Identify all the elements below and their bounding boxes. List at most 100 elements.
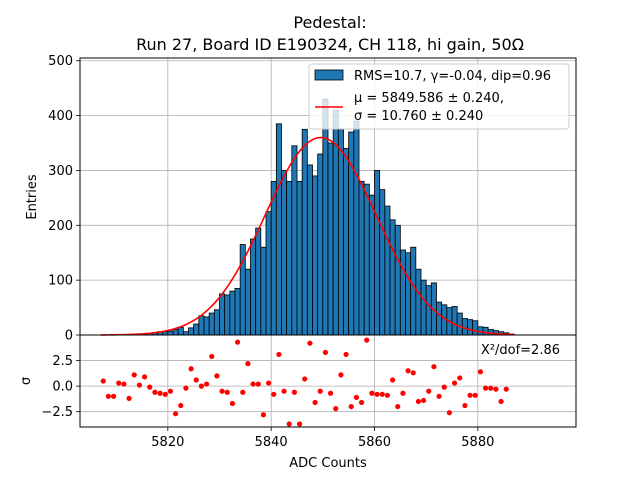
- residual-point: [276, 351, 282, 358]
- histogram-bar: [265, 211, 272, 336]
- residual-point: [281, 388, 287, 394]
- histogram-bar: [208, 312, 215, 336]
- y-tick-label: 2.5: [52, 354, 73, 369]
- chi2-annotation: X²/dof=2.86: [481, 343, 560, 358]
- residual-point: [245, 361, 251, 367]
- residual-point: [493, 386, 499, 392]
- histogram-bar: [363, 183, 370, 336]
- x-tick-label: 5880: [461, 435, 494, 450]
- legend-fit-label-mu: μ = 5849.586 ± 0.240,: [354, 91, 504, 106]
- residual-point: [400, 390, 406, 396]
- residual-point: [384, 392, 391, 398]
- residual-point: [229, 400, 236, 407]
- histogram-bar: [203, 316, 210, 336]
- residual-point: [291, 389, 298, 395]
- legend-histogram-label: RMS=10.7, γ=-0.04, dip=0.96: [354, 69, 551, 84]
- histogram-bar: [482, 326, 489, 336]
- residual-point: [240, 389, 246, 395]
- histogram-bar: [296, 181, 303, 336]
- residual-point: [436, 393, 442, 399]
- residual-point: [152, 389, 158, 395]
- histogram-bar: [229, 290, 236, 336]
- residual-point: [214, 373, 220, 379]
- legend: RMS=10.7, γ=-0.04, dip=0.96 μ = 5849.586…: [308, 63, 570, 130]
- residual-point: [327, 390, 334, 396]
- residual-point: [203, 381, 210, 387]
- histogram-bar: [420, 279, 427, 336]
- residual-point: [338, 372, 344, 378]
- histogram-bar: [224, 294, 231, 336]
- y-axis-label-sigma: σ: [19, 377, 34, 385]
- legend-histogram-swatch: [314, 69, 344, 81]
- residual-y-ticks: −2.5 0.0 2.5: [41, 354, 80, 420]
- histogram-bar: [327, 142, 334, 336]
- y-tick-label: 200: [48, 219, 73, 234]
- histogram-bar: [286, 181, 293, 336]
- residual-point: [369, 390, 375, 396]
- residual-point: [110, 393, 117, 399]
- x-tick-label: 5860: [358, 435, 391, 450]
- histogram-bar: [306, 164, 313, 336]
- histogram-bar: [384, 205, 391, 336]
- residual-point: [312, 399, 318, 406]
- residual-point: [178, 402, 184, 409]
- x-axis-label: ADC Counts: [289, 456, 367, 471]
- histogram-bar: [451, 306, 458, 336]
- histogram-bar: [436, 301, 443, 336]
- legend-box: [308, 63, 570, 130]
- histogram-bar: [312, 175, 319, 336]
- residual-point: [488, 385, 494, 391]
- residual-point: [462, 402, 468, 409]
- residual-point: [183, 385, 189, 391]
- histogram-bar: [291, 145, 298, 336]
- y-tick-label: 100: [48, 274, 73, 289]
- residual-point: [317, 388, 323, 394]
- residual-point: [353, 394, 360, 400]
- histogram-bar: [343, 148, 350, 336]
- residual-grid: [80, 335, 576, 427]
- histogram-bar: [198, 315, 205, 336]
- residual-point: [271, 391, 277, 397]
- residual-point: [302, 376, 308, 382]
- residual-point: [467, 392, 473, 398]
- residual-point: [457, 375, 463, 381]
- residual-point: [116, 380, 122, 386]
- histogram-panel: 0 100 200 300 400 500 Entries RMS=10.7, γ=-0.…: [25, 54, 577, 344]
- residual-point: [364, 337, 370, 343]
- y-axis-label-entries: Entries: [25, 174, 40, 220]
- residual-point: [162, 391, 168, 397]
- residual-point: [503, 386, 509, 392]
- residual-x-ticks: 5820 5840 5860 5880: [151, 427, 494, 450]
- histogram-bar: [358, 181, 365, 336]
- residual-point: [172, 411, 179, 417]
- histogram-bar: [415, 268, 422, 336]
- histogram-bar: [456, 312, 463, 336]
- histogram-bar: [275, 123, 282, 336]
- chart-title-line1: Pedestal:: [293, 13, 366, 32]
- residual-point: [307, 340, 313, 346]
- residual-point: [415, 398, 422, 405]
- residual-point: [343, 351, 349, 358]
- histogram-bar: [193, 323, 200, 336]
- residual-point: [188, 366, 194, 372]
- histogram-bar: [389, 219, 396, 336]
- residual-point: [147, 384, 153, 390]
- residual-frame: [79, 334, 577, 428]
- histogram-bar: [234, 287, 241, 336]
- residual-point: [420, 397, 427, 404]
- residual-point: [374, 391, 380, 397]
- x-tick-label: 5840: [255, 435, 288, 450]
- residual-point: [446, 410, 453, 416]
- residual-point: [250, 381, 256, 387]
- histogram-bar: [270, 181, 277, 336]
- residual-point: [255, 381, 261, 387]
- histogram-bar: [399, 249, 406, 336]
- histogram-bar: [337, 128, 344, 336]
- histogram-bar: [260, 246, 267, 336]
- y-tick-label: 400: [48, 109, 73, 124]
- histogram-bar: [244, 268, 251, 336]
- histogram-bar: [177, 326, 184, 336]
- residual-point: [296, 421, 303, 427]
- residual-point: [405, 368, 411, 374]
